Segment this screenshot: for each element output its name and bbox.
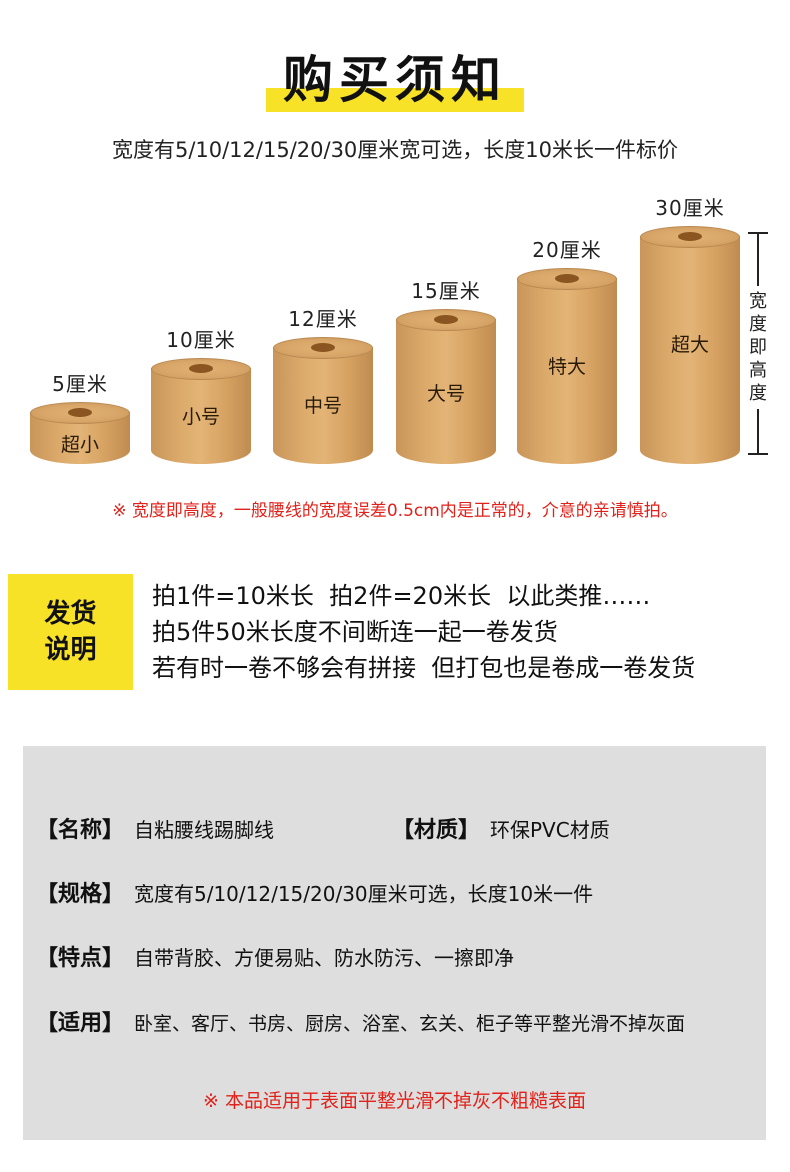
spec-val-usage: 卧室、客厅、书房、厨房、浴室、玄关、柜子等平整光滑不掉灰面	[134, 1013, 686, 1035]
roll-15cm: 15厘米 大号	[396, 279, 496, 464]
shipping-line: 拍1件=10米长 拍2件=20米长 以此类推……	[152, 582, 651, 610]
roll-name-label: 大号	[426, 383, 465, 405]
roll-name-label: 超小	[60, 434, 99, 456]
roll-size-label: 15厘米	[411, 279, 481, 303]
roll-hole	[555, 274, 579, 283]
roll-10cm: 10厘米 小号	[151, 328, 251, 464]
title-wrap: 购买须知	[0, 50, 790, 110]
roll-hole	[189, 364, 213, 373]
roll-body	[640, 236, 740, 464]
roll-size-label: 20厘米	[532, 238, 602, 262]
spec-key-usage: 【适用】	[36, 1011, 125, 1036]
roll-body	[396, 319, 496, 464]
roll-size-label: 12厘米	[288, 307, 358, 331]
roll-size-label: 10厘米	[166, 328, 236, 352]
shipping-badge-text: 发货 说明	[44, 599, 97, 665]
roll-12cm: 12厘米 中号	[273, 307, 373, 464]
roll-name-label: 中号	[303, 395, 342, 417]
width-tolerance-note: ※ 宽度即高度，一般腰线的宽度误差0.5cm内是正常的，介意的亲请慎拍。	[112, 501, 678, 521]
spec-val-feature: 自带背胶、方便易贴、防水防污、一擦即净	[134, 946, 514, 970]
roll-hole	[434, 315, 458, 324]
spec-row-spec: 【规格】 宽度有5/10/12/15/20/30厘米可选，长度10米一件	[36, 876, 593, 908]
height-ruler-top-tick	[748, 232, 768, 234]
roll-body	[273, 347, 373, 464]
height-ruler-bottom-tick	[748, 453, 768, 455]
spec-row-usage: 【适用】 卧室、客厅、书房、厨房、浴室、玄关、柜子等平整光滑不掉灰面	[36, 1005, 685, 1037]
roll-name-label: 小号	[181, 406, 220, 428]
roll-5cm: 5厘米 超小	[30, 372, 130, 464]
roll-size-label: 30厘米	[655, 196, 725, 220]
spec-key-spec: 【规格】	[36, 882, 125, 907]
shipping-line: 拍5件50米长度不间断连一起一卷发货	[152, 618, 558, 646]
roll-size-label: 5厘米	[52, 372, 108, 396]
title-highlight	[266, 88, 524, 112]
spec-val-material: 环保PVC材质	[490, 818, 610, 842]
roll-body	[517, 278, 617, 464]
roll-body	[151, 368, 251, 464]
roll-name-label: 特大	[547, 356, 586, 378]
roll-20cm: 20厘米 特大	[517, 238, 617, 464]
spec-row-name: 【名称】 自粘腰线踢脚线 【材质】 环保PVC材质	[36, 812, 610, 844]
roll-hole	[311, 343, 335, 352]
spec-val-name: 自粘腰线踢脚线	[134, 818, 274, 842]
roll-30cm: 30厘米 超大	[640, 196, 740, 464]
spec-key-name: 【名称】	[36, 818, 125, 843]
roll-name-label: 超大	[670, 334, 709, 356]
shipping-line: 若有时一卷不够会有拼接 但打包也是卷成一卷发货	[152, 654, 696, 682]
roll-hole	[68, 408, 92, 417]
surface-note: ※ 本品适用于表面平整光滑不掉灰不粗糙表面	[203, 1090, 586, 1112]
page-title: 购买须知	[283, 51, 507, 109]
height-ruler-label: 宽度即高度	[746, 286, 770, 409]
spec-key-feature: 【特点】	[36, 946, 125, 971]
spec-key-material: 【材质】	[392, 818, 481, 843]
page-subtitle: 宽度有5/10/12/15/20/30厘米宽可选，长度10米长一件标价	[111, 138, 679, 162]
spec-val-spec: 宽度有5/10/12/15/20/30厘米可选，长度10米一件	[134, 882, 594, 906]
roll-size-illustration: 5厘米 超小 10厘米 小号 12厘米 中号 15厘米 大号 20厘米 特大	[0, 0, 790, 480]
roll-hole	[678, 232, 702, 241]
shipping-badge: 发货 说明	[8, 574, 133, 690]
spec-row-feature: 【特点】 自带背胶、方便易贴、防水防污、一擦即净	[36, 940, 514, 972]
height-ruler-text: 宽度即高度	[749, 291, 767, 404]
spec-panel: 【名称】 自粘腰线踢脚线 【材质】 环保PVC材质 【规格】 宽度有5/10/12/15…	[23, 746, 766, 1140]
shipping-lines: 拍1件=10米长 拍2件=20米长 以此类推…… 拍5件50米长度不间断连一起一…	[152, 578, 695, 686]
